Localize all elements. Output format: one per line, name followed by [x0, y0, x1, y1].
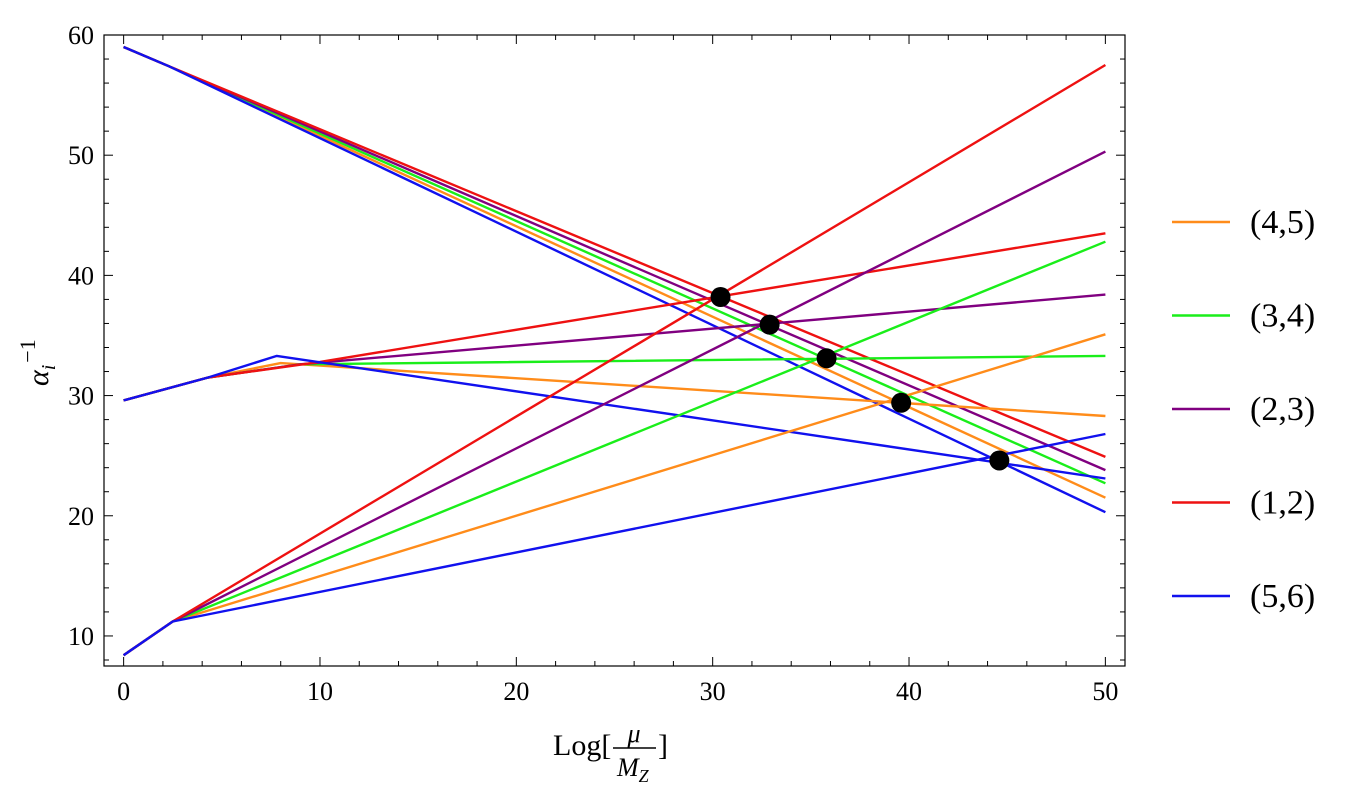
legend-label: (2,3) — [1250, 391, 1315, 428]
axis-ticks — [104, 34, 1125, 666]
axis-tick-labels: 0 10 20 30 40 50 10 20 30 40 50 60 — [68, 21, 1118, 706]
unification-points — [710, 287, 1010, 471]
x-axis-title-numerator: μ — [626, 719, 640, 748]
series-line-alpha3-2-3 — [122, 150, 1106, 657]
legend-item: (3,4) — [1172, 298, 1315, 335]
x-tick-label: 10 — [307, 677, 333, 706]
series-line-alpha2-4-5 — [123, 361, 1106, 418]
x-tick-label: 40 — [896, 677, 922, 706]
x-tick-label: 0 — [117, 677, 130, 706]
unification-point-4-5 — [891, 392, 912, 413]
y-axis-title-sub: i — [38, 365, 60, 371]
plot-area-border — [103, 34, 1126, 667]
series-line-alpha3-3-4 — [122, 240, 1106, 657]
legend-label: (1,2) — [1250, 485, 1315, 522]
series-line-alpha3-4-5 — [122, 333, 1106, 657]
legend-item: (4,5) — [1172, 204, 1315, 241]
y-axis-title-sup: −1 — [15, 339, 40, 362]
x-axis-title-close: ] — [658, 729, 668, 762]
y-tick-label: 20 — [68, 502, 94, 531]
x-axis-title-func: Log[ — [553, 729, 611, 762]
unification-point-5-6 — [989, 450, 1010, 471]
svg-text:MZ: MZ — [616, 753, 650, 786]
legend-label: (4,5) — [1250, 204, 1315, 241]
plot-frame — [103, 34, 1126, 667]
series-line-alpha2-3-4 — [123, 354, 1106, 402]
x-tick-label: 30 — [700, 677, 726, 706]
y-axis-title-base: α — [22, 369, 55, 386]
legend: (4,5) (3,4) (2,3) (1,2) (5,6) — [1172, 204, 1315, 615]
series-line-alpha2-5-6 — [123, 354, 1106, 480]
svg-text:αi−1: αi −1 — [15, 339, 60, 386]
legend-item: (2,3) — [1172, 391, 1315, 428]
x-tick-label: 50 — [1092, 677, 1118, 706]
unification-point-2-3 — [759, 314, 780, 335]
legend-item: (1,2) — [1172, 485, 1315, 522]
unification-point-3-4 — [816, 348, 837, 369]
y-tick-label: 40 — [68, 261, 94, 290]
series-line-alpha1-1-2 — [123, 45, 1106, 459]
series-line-alpha1-3-4 — [123, 45, 1106, 485]
x-axis-title: Log[ μ MZ ] — [553, 719, 668, 786]
y-tick-label: 30 — [68, 382, 94, 411]
unification-point-1-2 — [710, 287, 731, 308]
series-line-alpha1-5-6 — [123, 45, 1106, 514]
y-tick-label: 50 — [68, 141, 94, 170]
series-line-alpha3-5-6 — [122, 432, 1106, 657]
y-tick-label: 10 — [68, 622, 94, 651]
legend-label: (3,4) — [1250, 298, 1315, 335]
x-axis-title-denominator: M — [616, 753, 640, 782]
series-layer — [122, 45, 1107, 657]
x-tick-label: 20 — [503, 677, 529, 706]
x-axis-title-denominator-sub: Z — [639, 766, 650, 786]
y-axis-title: αi −1 — [15, 339, 60, 386]
legend-item: (5,6) — [1172, 578, 1315, 615]
legend-label: (5,6) — [1250, 578, 1315, 615]
y-tick-label: 60 — [68, 21, 94, 50]
